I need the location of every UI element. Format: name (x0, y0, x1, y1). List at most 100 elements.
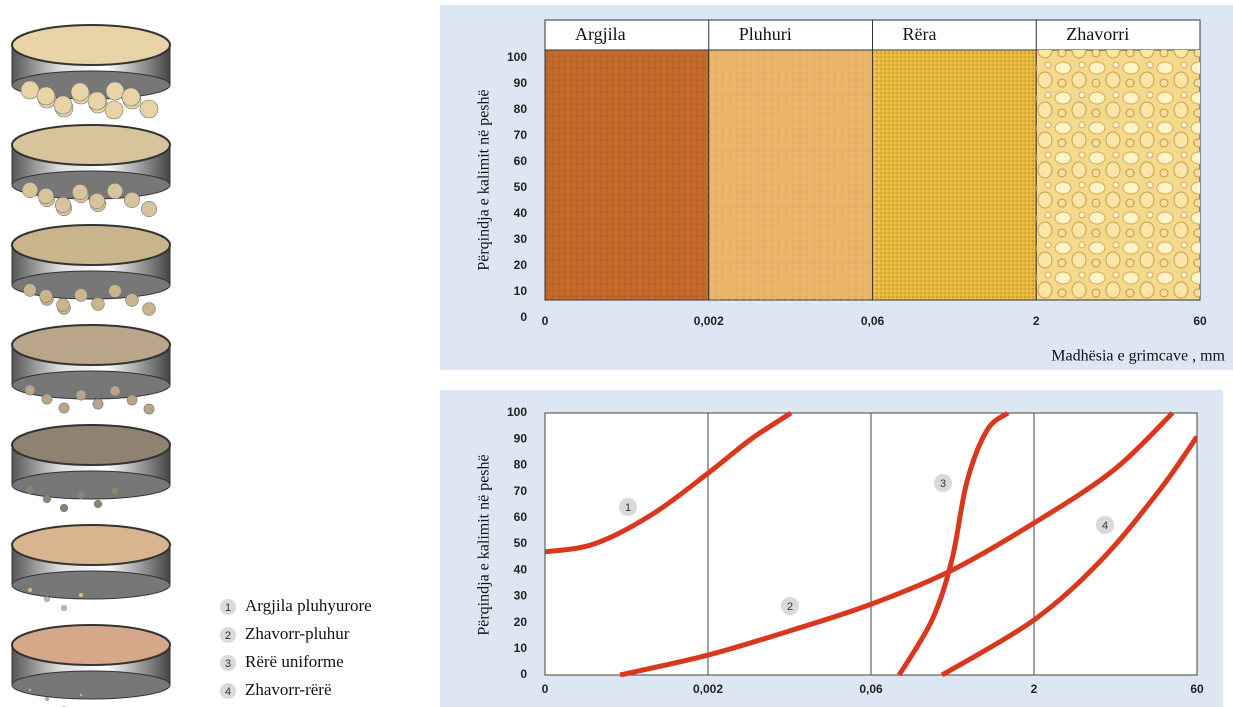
legend-label: Zhavorr-rërë (245, 680, 332, 699)
x-tick-label: 0,06 (859, 682, 883, 696)
y-tick-label: 10 (514, 641, 528, 655)
sieve-bottom (12, 571, 170, 599)
x-axis-label: Madhësia e grimcave , mm (1051, 348, 1225, 365)
x-tick-label: 2 (1033, 314, 1040, 328)
soil-texture (709, 50, 873, 300)
sieve-top (12, 225, 170, 265)
sieve-bottom (12, 371, 170, 399)
y-tick-label: 90 (514, 431, 528, 445)
y-tick-label: 30 (514, 232, 528, 246)
category-label: Pluhuri (739, 24, 792, 44)
curve-badge-label: 4 (1102, 520, 1108, 532)
sieve-illustration (12, 25, 170, 707)
grain (42, 394, 52, 404)
y-tick-label: 40 (514, 206, 528, 220)
y-tick-label: 50 (514, 180, 528, 194)
y-tick-label: 10 (514, 284, 528, 298)
grain (92, 298, 105, 311)
grain (71, 83, 89, 101)
legend: 1 Argjila pluhyurore 2 Zhavorr-pluhur 3 Rërë … (220, 596, 372, 699)
sieve-top (12, 125, 170, 165)
x-tick-label: 60 (1190, 682, 1204, 696)
sieve-top (12, 525, 170, 565)
sieve-top (12, 25, 170, 65)
y-tick-label: 20 (514, 615, 528, 629)
legend-badge-label: 2 (225, 630, 231, 642)
page: Përqindja e kalimit në peshë Madhësia e … (0, 0, 1233, 707)
grain (21, 81, 39, 99)
grain (105, 101, 123, 119)
y-tick-label: 100 (507, 50, 527, 64)
y-tick-label: 70 (514, 484, 528, 498)
sieve-top (12, 425, 170, 465)
y-tick-label: 80 (514, 458, 528, 472)
soil-texture (545, 50, 709, 300)
grain (25, 385, 35, 395)
x-tick-label: 0,002 (694, 314, 724, 328)
grain (143, 303, 156, 316)
grain (106, 82, 124, 100)
grain (54, 96, 72, 114)
soil-texture (1036, 50, 1200, 300)
grain (40, 290, 53, 303)
grain (59, 403, 69, 413)
legend-badge-label: 1 (225, 602, 231, 614)
legend-badge-label: 4 (225, 686, 231, 698)
y-tick-label: 50 (514, 536, 528, 550)
sieve-bottom (12, 671, 170, 699)
category-label: Zhavorri (1066, 24, 1129, 44)
grain (62, 606, 67, 611)
grain (88, 92, 106, 110)
category-label: Rëra (903, 24, 937, 44)
x-tick-label: 0 (542, 682, 549, 696)
y-tick-label: 100 (507, 405, 527, 419)
x-tick-label: 0 (542, 314, 549, 328)
grain (94, 500, 102, 508)
y-tick-label: 60 (514, 154, 528, 168)
sieve-top (12, 325, 170, 365)
y-tick-label: 0 (520, 310, 527, 324)
grain (28, 588, 33, 593)
grain (60, 504, 68, 512)
grain (22, 182, 37, 197)
grain (72, 184, 87, 199)
sieve-top (12, 625, 170, 665)
grain (127, 395, 137, 405)
y-tick-label: 0 (520, 667, 527, 681)
curve-badge-label: 3 (940, 478, 946, 490)
legend-badge-label: 3 (225, 658, 231, 670)
grain (111, 487, 119, 495)
grain (43, 495, 51, 503)
grain (126, 294, 139, 307)
grain (26, 486, 34, 494)
y-axis-label: Përqindja e kalimit në peshë (476, 454, 493, 635)
x-tick-label: 0,002 (693, 682, 723, 696)
grain (46, 698, 49, 701)
legend-label: Rërë uniforme (245, 652, 344, 671)
grain (76, 390, 86, 400)
grain (80, 694, 83, 697)
curve-badge-label: 1 (625, 502, 631, 514)
legend-label: Zhavorr-pluhur (245, 624, 350, 643)
y-tick-label: 70 (514, 128, 528, 142)
grain (75, 289, 88, 302)
soil-texture (873, 50, 1037, 300)
grain (38, 188, 53, 203)
grain (93, 399, 103, 409)
grain (45, 597, 50, 602)
y-axis-label: Përqindja e kalimit në peshë (476, 89, 493, 270)
grain (144, 404, 154, 414)
grain (57, 299, 70, 312)
grain (124, 192, 139, 207)
grain (140, 100, 158, 118)
grain (55, 197, 70, 212)
x-tick-label: 0,06 (861, 314, 885, 328)
legend-label: Argjila pluhyurore (245, 596, 372, 615)
y-tick-label: 80 (514, 102, 528, 116)
sieve-bottom (12, 471, 170, 499)
sieve-bottom (12, 271, 170, 299)
grain (141, 201, 156, 216)
grain (109, 285, 122, 298)
category-label: Argjila (575, 24, 626, 44)
